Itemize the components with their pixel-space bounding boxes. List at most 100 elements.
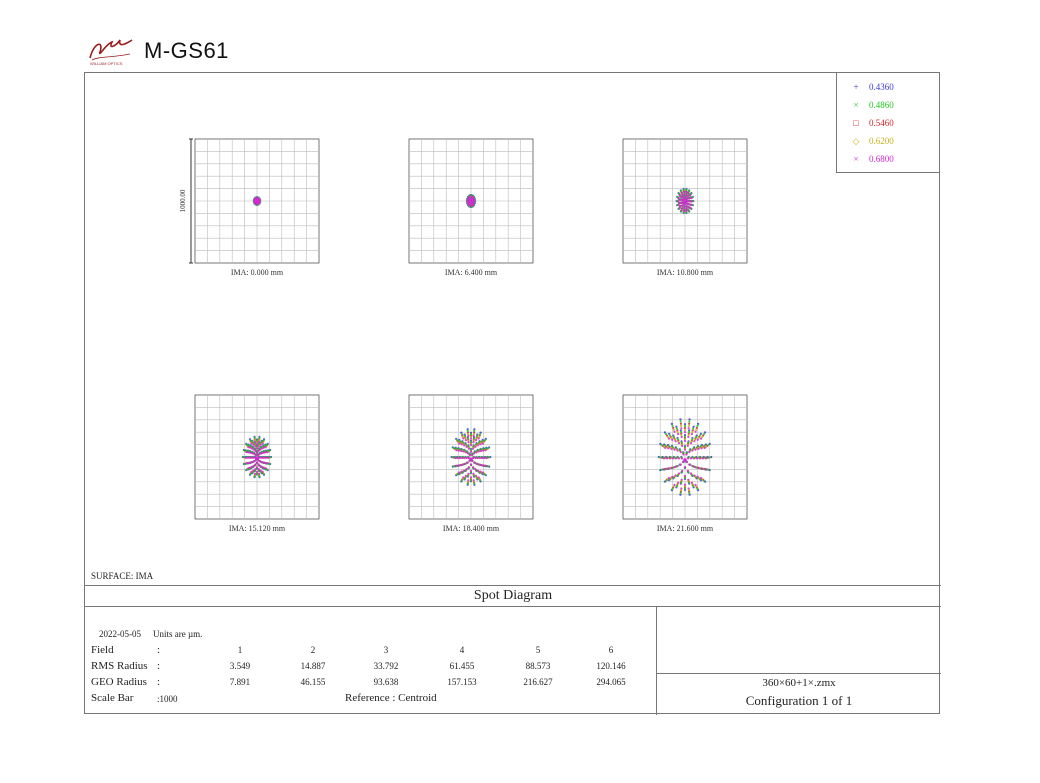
spot-point bbox=[457, 464, 460, 467]
spot-point bbox=[465, 445, 468, 448]
spot-point bbox=[257, 440, 261, 443]
spot-point bbox=[670, 466, 673, 469]
spot-point bbox=[261, 461, 264, 464]
spot-point bbox=[481, 442, 484, 445]
spot-point bbox=[679, 189, 683, 193]
spot-point bbox=[484, 464, 487, 467]
spot-point bbox=[686, 197, 689, 200]
spot-point bbox=[466, 452, 469, 455]
spot-point bbox=[692, 447, 695, 450]
spot-point bbox=[688, 463, 691, 466]
spot-point bbox=[458, 442, 461, 445]
spot-point bbox=[484, 449, 487, 452]
spot-point bbox=[469, 479, 473, 482]
spot-point bbox=[252, 460, 255, 463]
spot-point bbox=[681, 203, 684, 207]
spot-point bbox=[247, 456, 251, 459]
spot-point bbox=[474, 439, 478, 442]
spot-point bbox=[255, 451, 259, 455]
spot-point bbox=[691, 431, 694, 434]
spot-point bbox=[702, 434, 705, 437]
spot-point bbox=[458, 439, 461, 443]
spot-point bbox=[687, 191, 690, 195]
spot-point bbox=[245, 462, 248, 465]
spot-point bbox=[678, 448, 682, 452]
spot-point bbox=[472, 479, 475, 482]
legend-wavelength: 0.6200 bbox=[869, 136, 894, 146]
spot-point bbox=[479, 443, 482, 446]
reference-text: Reference : Centroid bbox=[345, 692, 437, 704]
spot-point bbox=[460, 432, 463, 436]
spot-point bbox=[683, 430, 687, 434]
spot-point bbox=[476, 469, 479, 472]
spot-point bbox=[685, 190, 688, 193]
spot-point bbox=[469, 450, 473, 453]
spot-point bbox=[243, 462, 246, 465]
spot-point bbox=[455, 464, 458, 467]
spot-point bbox=[676, 438, 679, 441]
spot-point bbox=[680, 432, 683, 435]
spot-point bbox=[259, 460, 262, 463]
spot-point bbox=[264, 461, 267, 465]
spot-point bbox=[247, 461, 250, 465]
spot-point bbox=[690, 203, 693, 206]
spot-point bbox=[683, 474, 687, 477]
spot-point bbox=[463, 469, 466, 472]
spot-point bbox=[473, 482, 476, 485]
spot-point bbox=[472, 474, 476, 478]
spot-point bbox=[258, 469, 261, 472]
spot-point bbox=[670, 422, 673, 425]
spot-point bbox=[478, 441, 481, 444]
spot-point bbox=[479, 463, 483, 467]
spot-point bbox=[472, 441, 475, 444]
spot-point bbox=[477, 463, 480, 466]
spot-point bbox=[667, 437, 671, 440]
spot-point bbox=[688, 197, 691, 200]
spot-point bbox=[466, 429, 469, 432]
spot-point bbox=[664, 446, 667, 449]
field-number: 1 bbox=[237, 645, 243, 655]
spot-point bbox=[483, 456, 486, 460]
spot-point bbox=[675, 427, 678, 430]
rms-value: 14.887 bbox=[300, 661, 326, 671]
legend-wavelength: 0.4860 bbox=[869, 100, 894, 110]
spot-point bbox=[255, 465, 259, 469]
spot-point bbox=[484, 447, 487, 450]
geo-value: 216.627 bbox=[523, 677, 553, 687]
spot-point bbox=[689, 457, 693, 460]
spot-point bbox=[242, 456, 245, 459]
spot-point bbox=[257, 467, 260, 471]
spot-point bbox=[245, 450, 248, 454]
spot-point bbox=[683, 205, 686, 208]
spot-point bbox=[696, 424, 699, 427]
spot-point bbox=[259, 456, 262, 459]
configuration-text: Configuration 1 of 1 bbox=[745, 693, 853, 708]
spot-point bbox=[691, 438, 694, 441]
geo-value: 93.638 bbox=[373, 677, 399, 687]
spot-point bbox=[479, 432, 482, 436]
spot-point bbox=[681, 444, 684, 447]
legend-marker-icon: × bbox=[853, 154, 859, 164]
spot-point bbox=[699, 437, 703, 440]
spot-point bbox=[262, 439, 265, 442]
spot-point bbox=[680, 434, 683, 437]
spot-point bbox=[263, 456, 267, 459]
spot-point bbox=[473, 200, 476, 203]
spot-point bbox=[680, 427, 683, 430]
spot-point bbox=[466, 482, 469, 485]
spot-point bbox=[683, 445, 687, 449]
spot-point bbox=[467, 479, 470, 482]
spot-point bbox=[683, 435, 687, 438]
plot-ima-label: IMA: 15.120 mm bbox=[229, 524, 286, 533]
spot-point bbox=[255, 461, 259, 464]
field-number: 4 bbox=[459, 645, 465, 655]
spot-point bbox=[678, 198, 682, 201]
spot-point bbox=[472, 437, 476, 440]
spot-point bbox=[460, 470, 463, 473]
spot-point bbox=[685, 451, 688, 454]
spot-plot-2: IMA: 6.400 mm bbox=[408, 138, 534, 277]
spot-point bbox=[683, 458, 687, 462]
spot-point bbox=[665, 457, 669, 460]
spot-point bbox=[247, 444, 251, 447]
spot-point bbox=[675, 447, 678, 450]
